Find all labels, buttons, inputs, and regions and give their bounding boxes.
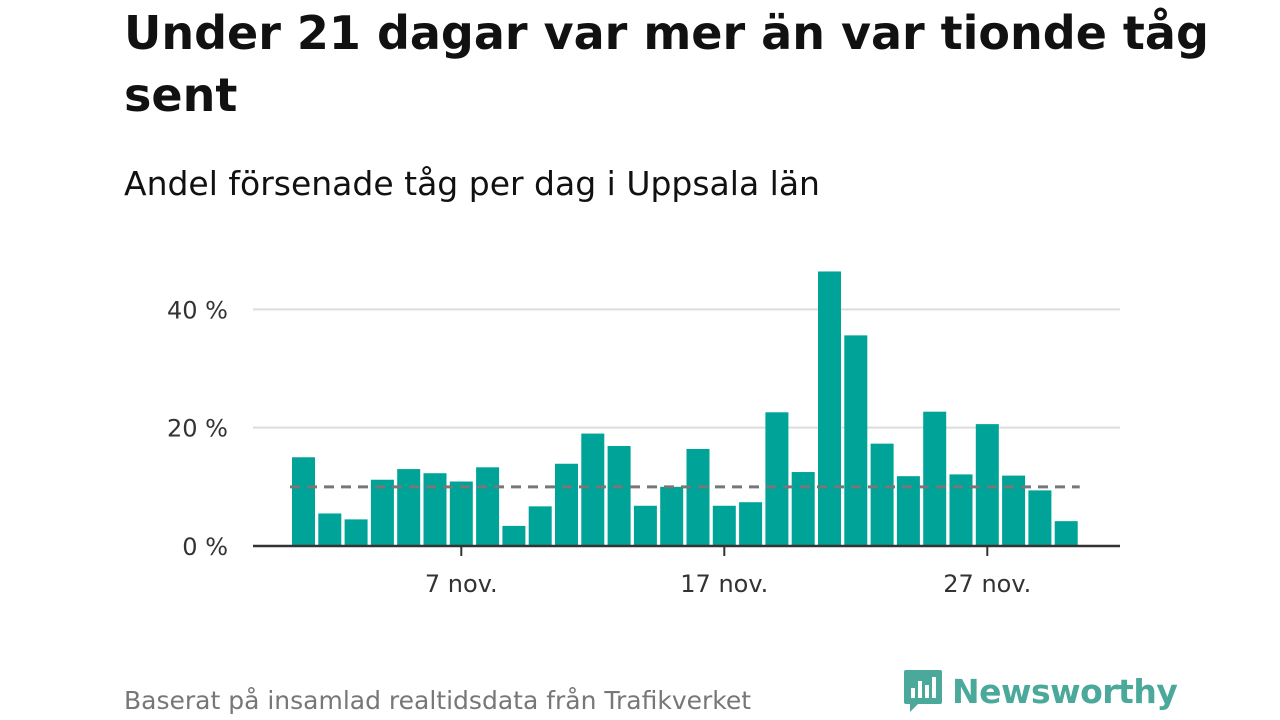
grid-lines <box>253 308 1120 429</box>
bar <box>423 473 447 546</box>
bar-chart: 0 % 20 % 40 % 7 nov. 17 nov. 27 nov. <box>167 271 1120 598</box>
bar <box>344 519 368 546</box>
bar <box>581 433 605 546</box>
bar <box>633 505 657 546</box>
bar <box>1054 521 1078 546</box>
bar <box>1028 490 1052 546</box>
y-tick-label: 0 % <box>182 533 228 561</box>
chart-title: Under 21 dagar var mer än var tionde tåg… <box>124 6 1209 122</box>
bar <box>528 506 552 546</box>
axes: 0 % 20 % 40 % 7 nov. 17 nov. 27 nov. <box>167 296 1120 598</box>
y-tick-label: 40 % <box>167 296 228 324</box>
bar <box>292 457 315 546</box>
bar <box>791 472 815 546</box>
brand-name: Newsworthy <box>952 671 1178 711</box>
bar <box>397 469 421 546</box>
bar <box>607 446 631 546</box>
bar <box>844 335 868 546</box>
bar <box>949 474 973 546</box>
bar <box>712 505 736 546</box>
bar <box>370 479 394 546</box>
bar <box>896 476 920 546</box>
bar <box>739 502 763 546</box>
bar <box>686 448 710 546</box>
bar <box>318 513 342 546</box>
bar <box>502 525 526 546</box>
newsworthy-brand: Newsworthy <box>902 668 1178 714</box>
source-note: Baserat på insamlad realtidsdata från Tr… <box>124 686 752 715</box>
bar <box>923 411 947 546</box>
y-tick-label: 20 % <box>167 415 228 443</box>
x-tick-label: 7 nov. <box>425 570 498 598</box>
bar <box>975 424 999 546</box>
bar <box>870 443 894 546</box>
bar <box>660 486 684 546</box>
newsworthy-logo-icon <box>904 670 942 712</box>
bar <box>449 481 473 546</box>
x-tick-label: 27 nov. <box>943 570 1031 598</box>
bar <box>476 467 500 546</box>
bar <box>818 271 841 546</box>
chart-subtitle: Andel försenade tåg per dag i Uppsala lä… <box>124 164 820 203</box>
bar <box>1002 475 1026 546</box>
x-tick-label: 17 nov. <box>680 570 768 598</box>
bar <box>765 412 789 546</box>
bar <box>555 463 578 546</box>
bar-series <box>292 271 1078 546</box>
